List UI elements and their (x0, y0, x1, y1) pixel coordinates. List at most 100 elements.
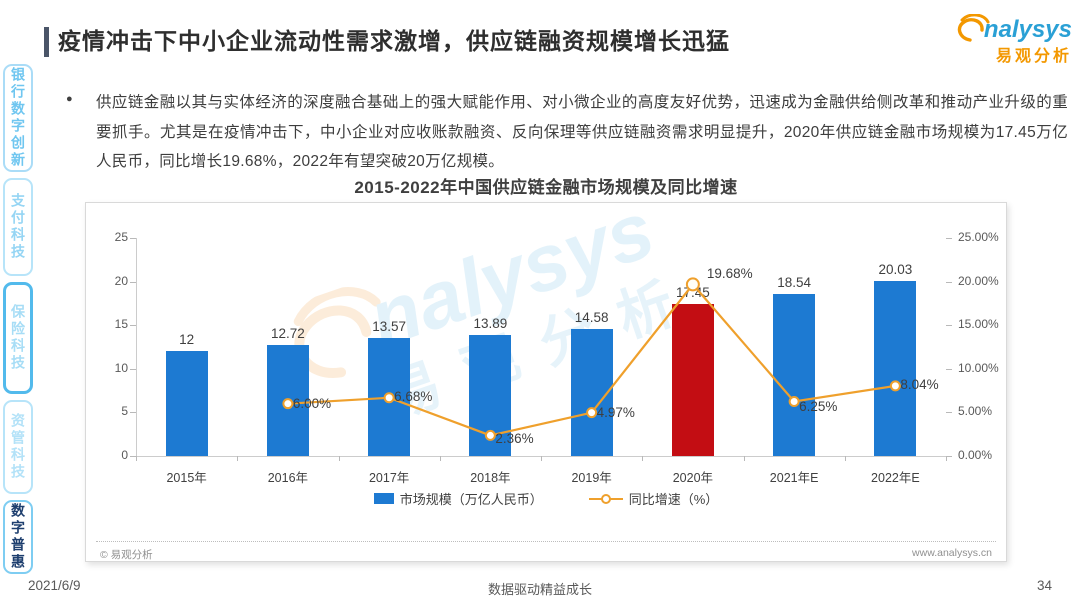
bar-value-label: 12.72 (270, 326, 305, 342)
chart-plot: 0 5 10 15 20 25 0.00% 5.00% 10.00% 15.00% 20.00% 25… (86, 203, 1008, 543)
y-axis-tick-label: 25 (114, 230, 128, 244)
secondary-axis-tick (946, 281, 952, 283)
y-axis-tick-label: 15 (114, 317, 128, 332)
x-axis-tick (844, 456, 846, 461)
x-axis-tick (743, 456, 745, 461)
bar-value-label: 20.03 (878, 262, 913, 278)
analysys-logo: nalysys 易观分析 (922, 12, 1072, 66)
x-axis-label: 2016年 (267, 471, 309, 485)
line-value-label: 6.00% (292, 395, 332, 411)
x-axis-label: 2021年E (769, 471, 819, 485)
bar-2019年 (570, 328, 613, 456)
sidebar-item-2[interactable]: 支付科技 (3, 178, 33, 276)
y-axis-tick-label: 10 (114, 360, 128, 375)
page-title: 疫情冲击下中小企业流动性需求激增，供应链融资规模增长迅猛 (58, 28, 730, 54)
bar-2015年 (165, 351, 208, 456)
x-axis-label: 2015年 (166, 471, 207, 485)
sidebar-item-4[interactable]: 资管科技 (3, 400, 33, 494)
bullet-icon: ● (66, 93, 73, 105)
x-axis-tick (541, 456, 542, 461)
y-axis-tick (130, 412, 136, 414)
copyright: © 易观分析 (100, 549, 153, 561)
secondary-axis-tick-label: 10.00% (958, 360, 999, 375)
sidebar: 银行数字创新支付科技保险科技资管科技数字普惠 (3, 64, 33, 574)
card-divider (96, 541, 996, 542)
x-axis-tick (642, 456, 644, 461)
secondary-axis-tick-label: 5.00% (958, 404, 993, 419)
bar-value-label: 17.45 (675, 284, 710, 300)
legend-item-growth-rate: 同比增速（%） (588, 489, 719, 508)
sidebar-item-1[interactable]: 银行数字创新 (3, 64, 33, 172)
line-value-label: 6.68% (394, 388, 433, 404)
card-footer: © 易观分析 www.analysys.cn (100, 547, 992, 562)
bar-value-label: 18.54 (777, 275, 812, 291)
legend-item-market-size: 市场规模（万亿人民币） (373, 489, 543, 508)
line-value-label: 4.97% (596, 404, 635, 420)
footer-slogan: 数据驱动精益成长 (487, 582, 592, 597)
logo-brand-cn: 易观分析 (995, 48, 1072, 65)
secondary-axis-tick (946, 238, 952, 239)
sidebar-item-label: 银行数字创新 (10, 67, 26, 169)
sidebar-item-3[interactable]: 保险科技 (3, 282, 33, 394)
y-axis-tick (130, 368, 136, 370)
secondary-axis-tick-label: 15.00% (958, 317, 999, 332)
y-axis-line (136, 238, 137, 456)
x-axis-tick (136, 456, 137, 461)
sidebar-item-label: 数字普惠 (10, 503, 26, 571)
x-axis-tick (338, 456, 340, 461)
line-value-label: 19.68% (706, 266, 753, 282)
x-axis-label: 2019年 (571, 471, 612, 485)
sidebar-item-5[interactable]: 数字普惠 (3, 500, 33, 574)
line-value-label: 6.25% (799, 398, 838, 414)
x-axis-tick (946, 456, 947, 461)
bar-2022年E (874, 281, 917, 456)
x-axis-label: 2020年 (672, 471, 714, 485)
legend-label: 市场规模（万亿人民币） (399, 492, 543, 507)
x-axis-label: 2018年 (470, 471, 511, 485)
bar-value-label: 12 (179, 332, 195, 348)
secondary-axis-tick (946, 368, 952, 370)
y-axis-tick (130, 325, 136, 327)
legend-line-swatch (588, 493, 623, 504)
bar-2020年 (671, 303, 714, 456)
y-axis-tick-label: 0 (121, 448, 128, 462)
secondary-axis-tick-label: 0.00% (958, 448, 993, 462)
bar-value-label: 14.58 (574, 309, 609, 325)
y-axis-tick-label: 5 (121, 404, 128, 419)
website-link[interactable]: www.analysys.cn (912, 547, 992, 559)
y-axis-tick (130, 238, 136, 239)
chart-legend: 市场规模（万亿人民币） 同比增速（%） (86, 489, 1006, 508)
secondary-axis-tick-label: 20.00% (958, 273, 999, 288)
sidebar-item-label: 保险科技 (10, 304, 26, 372)
footer-page-number: 34 (1036, 578, 1052, 593)
sidebar-item-label: 支付科技 (10, 193, 26, 261)
line-value-label: 8.04% (900, 376, 939, 392)
legend-label: 同比增速（%） (628, 492, 719, 507)
secondary-axis-tick (946, 412, 952, 414)
sidebar-item-label: 资管科技 (10, 413, 26, 481)
logo-swirl-icon (957, 14, 990, 42)
legend-bar-swatch (373, 493, 394, 504)
title-accent-bar (44, 27, 49, 57)
y-axis-tick (130, 281, 136, 283)
bar-2021年E (773, 294, 816, 456)
logo-brand-text: nalysys (983, 16, 1072, 43)
chart-card: nalysys 易观分析 0 5 10 15 20 25 0.00% 5.00% 10.00% 1… (85, 184, 1008, 562)
bar-value-label: 13.89 (473, 315, 508, 331)
intro-block: ● 供应链金融以其与实体经济的深度融合基础上的强大赋能作用、对小微企业的高度友好… (64, 88, 1068, 177)
footer-date: 2021/6/9 (28, 578, 81, 593)
intro-text: 供应链金融以其与实体经济的深度融合基础上的强大赋能作用、对小微企业的高度友好优势… (96, 94, 1068, 170)
chart-title: 2015-2022年中国供应链金融市场规模及同比增速 (354, 178, 738, 197)
x-axis-tick (439, 456, 441, 461)
y-axis-tick (130, 456, 136, 457)
x-axis-tick (237, 456, 239, 461)
y-axis-tick-label: 20 (114, 273, 128, 288)
secondary-axis-tick (946, 325, 952, 327)
secondary-axis-tick (946, 456, 952, 457)
bar-value-label: 13.57 (372, 318, 407, 334)
secondary-axis-tick-label: 25.00% (958, 230, 999, 244)
x-axis-label: 2017年 (368, 471, 410, 485)
x-axis-label: 2022年E (871, 471, 920, 485)
line-value-label: 2.36% (495, 431, 534, 447)
